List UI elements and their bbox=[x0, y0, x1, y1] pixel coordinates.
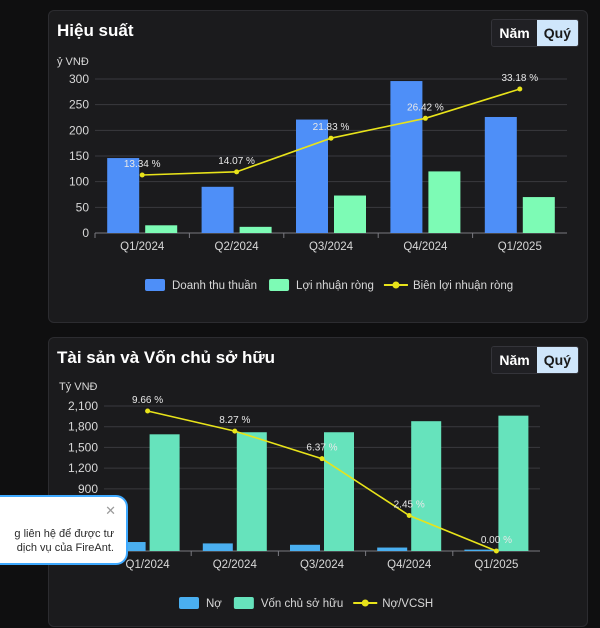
x-tick-label: Q1/2024 bbox=[120, 241, 165, 253]
y-tick-label: 100 bbox=[69, 175, 89, 189]
x-tick-label: Q2/2024 bbox=[215, 241, 260, 253]
performance-quarter-button[interactable]: Quý bbox=[536, 20, 578, 46]
assets-equity-chart: Tỷ VNĐ 900 1,200 1,500 1,800 2,100 Q1/2024 Q2/2… bbox=[59, 381, 540, 610]
y-axis-unit-label: ỷ VNĐ bbox=[57, 56, 89, 68]
bar-b bbox=[498, 415, 529, 551]
assets-quarter-button[interactable]: Quý bbox=[536, 347, 578, 373]
y-tick-label: 150 bbox=[69, 149, 89, 163]
bar-b bbox=[324, 432, 354, 551]
line-point bbox=[139, 172, 145, 178]
performance-period-toggle: Năm Quý bbox=[491, 19, 579, 47]
legend-line-dot bbox=[361, 599, 369, 607]
performance-chart: ỷ VNĐ 0 50 100 150 200 250 300 Q1/2024 Q2/2024 Q3/… bbox=[57, 56, 567, 292]
x-tick-label: Q1/2025 bbox=[474, 559, 518, 571]
y-tick-label: 2,100 bbox=[68, 399, 98, 413]
performance-year-button[interactable]: Năm bbox=[492, 20, 537, 46]
legend-swatch bbox=[269, 279, 290, 291]
legend-label: Doanh thu thuần bbox=[172, 280, 257, 292]
line-point-label: 6.37 % bbox=[306, 443, 337, 454]
close-icon[interactable]: ✕ bbox=[105, 503, 116, 518]
bar-a bbox=[107, 158, 140, 233]
legend-swatch bbox=[179, 597, 199, 609]
line-point-label: 13.34 % bbox=[124, 159, 161, 170]
bar-b bbox=[411, 421, 442, 551]
popup-line-1: g liên hệ để được tư bbox=[14, 528, 114, 540]
line-point bbox=[422, 115, 428, 121]
y-tick-label: 50 bbox=[76, 200, 90, 214]
x-tick-label: Q1/2025 bbox=[498, 241, 542, 253]
y-tick-label: 300 bbox=[69, 72, 89, 86]
line-point bbox=[328, 135, 334, 141]
y-axis-unit-label: Tỷ VNĐ bbox=[59, 381, 98, 393]
bar-b bbox=[239, 226, 272, 233]
line-point-label: 9.66 % bbox=[132, 395, 163, 406]
popup-line-2: dịch vụ của FireAnt. bbox=[16, 542, 114, 554]
bar-a bbox=[390, 81, 423, 233]
performance-card: Hiệu suất Năm Quý ỷ VNĐ 0 50 100 150 200 250 30… bbox=[48, 10, 588, 323]
line-point-label: 33.18 % bbox=[501, 73, 538, 84]
line-point bbox=[234, 169, 240, 175]
line-point-label: 0.00 % bbox=[481, 535, 512, 546]
bar-b bbox=[522, 197, 555, 233]
line-series bbox=[147, 410, 497, 552]
assets-period-toggle: Năm Quý bbox=[491, 346, 579, 374]
bar-b bbox=[428, 171, 461, 233]
y-tick-label: 250 bbox=[69, 98, 89, 112]
y-tick-label: 200 bbox=[69, 123, 89, 137]
assets-equity-title: Tài sản và Vốn chủ sở hữu bbox=[57, 348, 276, 367]
legend-line-dot bbox=[392, 281, 400, 289]
line-point-label: 14.07 % bbox=[218, 156, 255, 167]
line-point-label: 26.42 % bbox=[407, 102, 444, 113]
assets-year-button[interactable]: Năm bbox=[492, 347, 537, 373]
x-tick-label: Q1/2024 bbox=[126, 559, 171, 571]
x-tick-label: Q4/2024 bbox=[403, 241, 448, 253]
bar-a bbox=[290, 544, 320, 551]
bar-b bbox=[236, 432, 267, 551]
popup-text: g liên hệ để được tư dịch vụ của FireAnt… bbox=[2, 527, 114, 555]
bar-a bbox=[484, 116, 517, 233]
line-point bbox=[319, 456, 325, 462]
bar-a bbox=[115, 542, 146, 551]
bar-b bbox=[149, 434, 180, 551]
y-tick-label: 1,200 bbox=[68, 461, 98, 475]
performance-title: Hiệu suất bbox=[57, 21, 134, 40]
y-tick-label: 1,500 bbox=[68, 440, 98, 454]
legend-label: Biên lợi nhuận ròng bbox=[413, 280, 513, 292]
line-point bbox=[517, 86, 523, 92]
legend-label: Lợi nhuận ròng bbox=[296, 280, 374, 292]
bar-a bbox=[377, 547, 408, 551]
line-point bbox=[232, 428, 238, 434]
x-tick-label: Q3/2024 bbox=[300, 559, 345, 571]
assets-equity-card: Tài sản và Vốn chủ sở hữu Năm Quý Tỷ VNĐ… bbox=[48, 337, 588, 627]
legend-swatch bbox=[145, 279, 165, 291]
line-point-label: 21.83 % bbox=[313, 122, 350, 133]
line-point-label: 2.45 % bbox=[394, 499, 425, 510]
line-point bbox=[406, 512, 412, 518]
y-tick-label: 900 bbox=[78, 482, 98, 496]
bar-a bbox=[464, 549, 495, 551]
y-tick-label: 0 bbox=[82, 226, 89, 240]
x-tick-label: Q2/2024 bbox=[213, 559, 258, 571]
bar-a bbox=[202, 543, 233, 551]
y-tick-label: 1,800 bbox=[68, 420, 98, 434]
bar-a bbox=[201, 186, 234, 233]
bar-b bbox=[145, 225, 178, 233]
contact-popup: ✕ g liên hệ để được tư dịch vụ của FireA… bbox=[0, 495, 128, 565]
line-point-label: 8.27 % bbox=[219, 415, 250, 426]
line-point bbox=[493, 548, 499, 554]
line-point bbox=[145, 408, 151, 414]
legend-swatch bbox=[233, 597, 254, 609]
x-tick-label: Q4/2024 bbox=[387, 559, 432, 571]
bar-b bbox=[334, 195, 366, 233]
x-tick-label: Q3/2024 bbox=[309, 241, 354, 253]
bar-a bbox=[296, 119, 328, 233]
